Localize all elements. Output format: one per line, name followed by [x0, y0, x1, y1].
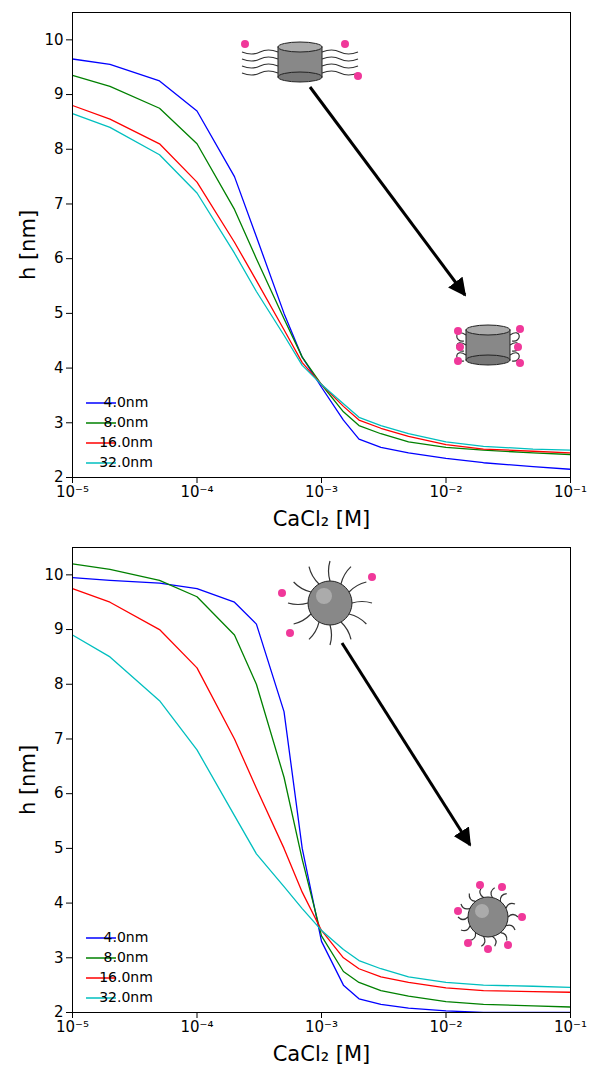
svg-text:3: 3 [54, 949, 64, 967]
svg-text:10⁻¹: 10⁻¹ [554, 483, 587, 501]
svg-text:10: 10 [44, 566, 63, 584]
svg-text:2: 2 [54, 1003, 64, 1022]
svg-text:10⁻¹: 10⁻¹ [554, 1018, 587, 1036]
svg-text:16.0nm: 16.0nm [99, 969, 153, 985]
svg-text:10⁻⁴: 10⁻⁴ [180, 1018, 213, 1036]
svg-text:10⁻²: 10⁻² [429, 483, 462, 501]
svg-text:5: 5 [54, 839, 64, 857]
svg-text:10⁻⁵: 10⁻⁵ [56, 483, 89, 501]
svg-text:32.0nm: 32.0nm [99, 989, 153, 1005]
svg-text:4.0nm: 4.0nm [104, 394, 149, 410]
svg-text:h [nm]: h [nm] [16, 745, 40, 815]
svg-text:4: 4 [54, 359, 64, 377]
svg-text:7: 7 [54, 195, 64, 213]
svg-text:9: 9 [54, 620, 64, 638]
svg-text:6: 6 [54, 249, 64, 267]
svg-text:9: 9 [54, 85, 64, 103]
svg-text:10: 10 [44, 31, 63, 49]
svg-text:2: 2 [54, 468, 64, 487]
svg-text:5: 5 [54, 304, 64, 322]
svg-text:10⁻⁵: 10⁻⁵ [56, 1018, 89, 1036]
svg-text:10⁻³: 10⁻³ [305, 483, 338, 501]
svg-text:3: 3 [54, 414, 64, 432]
svg-text:8: 8 [54, 675, 64, 693]
svg-text:32.0nm: 32.0nm [99, 454, 153, 470]
svg-text:10⁻⁴: 10⁻⁴ [180, 483, 213, 501]
svg-text:10⁻³: 10⁻³ [305, 1018, 338, 1036]
svg-text:CaCl₂ [M]: CaCl₂ [M] [273, 1042, 371, 1066]
svg-text:4: 4 [54, 894, 64, 912]
svg-text:CaCl₂ [M]: CaCl₂ [M] [273, 507, 371, 531]
svg-text:4.0nm: 4.0nm [104, 929, 149, 945]
svg-text:10⁻²: 10⁻² [429, 1018, 462, 1036]
svg-text:8.0nm: 8.0nm [104, 414, 149, 430]
svg-text:16.0nm: 16.0nm [99, 434, 153, 450]
svg-text:8.0nm: 8.0nm [104, 949, 149, 965]
svg-text:7: 7 [54, 730, 64, 748]
svg-text:8: 8 [54, 140, 64, 158]
svg-text:h [nm]: h [nm] [16, 210, 40, 280]
svg-text:6: 6 [54, 784, 64, 802]
